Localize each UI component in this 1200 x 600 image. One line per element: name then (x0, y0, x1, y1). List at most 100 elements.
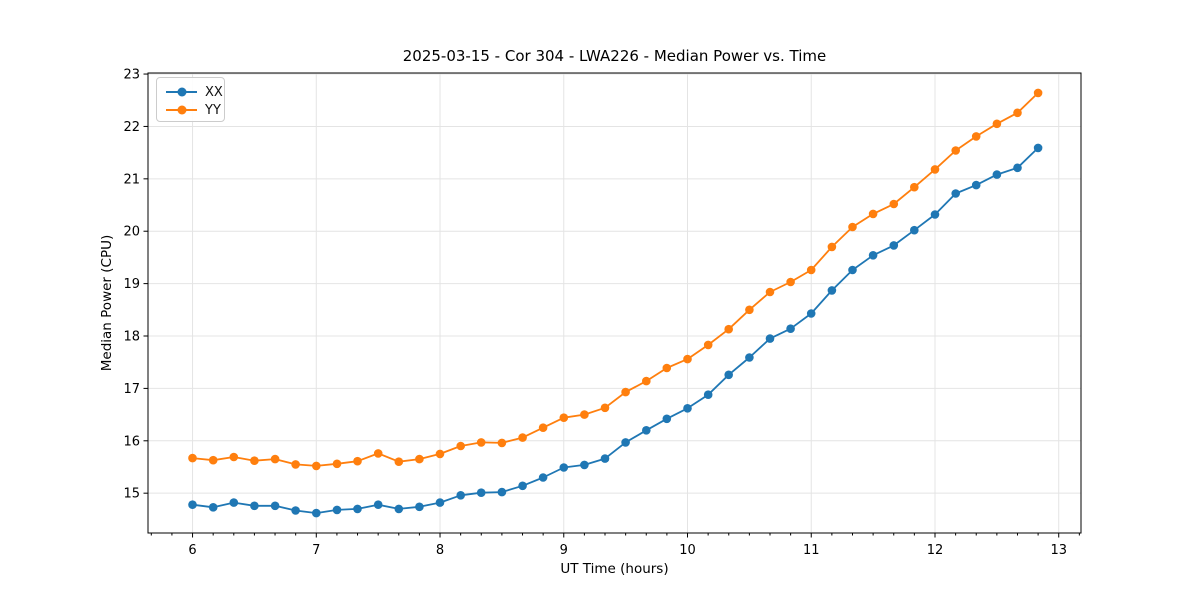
data-point-yy (476, 438, 486, 447)
data-point-xx (910, 225, 919, 235)
data-point-yy (806, 265, 816, 275)
data-point-xx (992, 170, 1002, 179)
data-point-yy (621, 387, 630, 397)
data-point-xx (724, 370, 733, 380)
data-point-xx (456, 491, 466, 500)
data-point-xx (394, 504, 404, 514)
data-point-xx (476, 488, 486, 498)
data-point-yy (229, 452, 239, 462)
data-point-yy (559, 413, 569, 423)
data-point-yy (435, 449, 445, 459)
y-tick-label: 15 (123, 487, 140, 502)
data-point-xx (889, 241, 899, 250)
data-point-yy (683, 354, 692, 364)
data-point-yy (724, 324, 733, 334)
data-point-xx (518, 481, 527, 491)
data-point-xx (848, 265, 857, 275)
y-tick-label: 19 (123, 277, 140, 292)
x-tick-label: 10 (679, 543, 696, 558)
data-point-yy (703, 340, 713, 350)
data-point-xx (703, 390, 713, 400)
data-point-xx (662, 414, 672, 424)
data-point-yy (1013, 108, 1022, 118)
data-point-xx (188, 500, 197, 510)
data-point-xx (827, 286, 837, 295)
data-point-yy (332, 459, 342, 469)
x-axis-label: UT Time (hours) (560, 561, 669, 577)
axis-ticks (143, 73, 1080, 538)
series-line-xx (191, 146, 1039, 514)
data-point-xx (1013, 163, 1022, 173)
data-point-xx (765, 334, 775, 343)
y-tick-label: 21 (123, 172, 140, 187)
data-point-xx (683, 404, 692, 413)
data-point-xx (951, 189, 960, 198)
data-point-xx (415, 502, 424, 512)
gridlines (148, 73, 1081, 533)
data-point-xx (642, 426, 651, 435)
data-point-xx (621, 438, 630, 447)
data-point-xx (435, 498, 445, 507)
xx-marker-icon (177, 87, 186, 97)
x-tick-label: 6 (188, 543, 196, 558)
y-tick-label: 18 (123, 330, 140, 345)
data-point-yy (992, 119, 1002, 129)
data-point-yy (848, 222, 857, 232)
y-tick-label: 20 (123, 225, 140, 240)
x-tick-label: 11 (803, 543, 820, 558)
data-point-yy (208, 455, 218, 465)
data-point-yy (971, 132, 981, 141)
data-point-xx (229, 498, 239, 507)
data-point-xx (497, 487, 507, 497)
legend: XX YY (156, 77, 225, 122)
data-point-xx (868, 251, 878, 260)
data-point-xx (250, 501, 259, 511)
series-line-yy (191, 92, 1039, 467)
series-yy (188, 88, 1043, 471)
data-point-yy (250, 456, 259, 466)
data-point-xx (786, 324, 795, 334)
data-point-xx (312, 508, 321, 518)
data-point-xx (291, 506, 300, 515)
plot-border (147, 72, 1082, 534)
data-point-xx (971, 180, 981, 190)
data-point-yy (270, 454, 280, 464)
yy-marker-icon (177, 105, 186, 115)
data-point-xx (270, 501, 280, 511)
data-point-yy (353, 456, 362, 466)
data-point-yy (910, 182, 919, 192)
y-tick-label: 17 (123, 382, 140, 397)
data-point-yy (868, 209, 878, 219)
chart-title: 2025-03-15 - Cor 304 - LWA226 - Median P… (402, 47, 827, 65)
data-point-yy (188, 453, 197, 463)
data-point-yy (600, 403, 610, 413)
data-point-xx (580, 460, 589, 470)
data-point-yy (518, 433, 527, 442)
data-point-yy (538, 423, 548, 433)
x-tick-label: 7 (312, 543, 320, 558)
data-point-yy (580, 410, 589, 419)
data-point-yy (312, 461, 321, 471)
x-tick-label: 9 (560, 543, 568, 558)
x-tick-label: 13 (1050, 543, 1067, 558)
data-point-yy (497, 438, 507, 448)
data-point-xx (373, 500, 383, 510)
data-point-yy (765, 287, 775, 297)
data-point-xx (353, 504, 362, 514)
data-point-yy (745, 305, 754, 315)
data-point-xx (1033, 143, 1043, 153)
y-axis-label: Median Power (CPU) (99, 234, 115, 372)
legend-label-xx: XX (205, 84, 223, 100)
data-point-yy (1033, 88, 1043, 98)
data-point-yy (642, 376, 651, 386)
data-point-yy (394, 457, 404, 467)
data-point-xx (559, 463, 569, 472)
y-tick-label: 23 (123, 68, 140, 83)
data-point-yy (662, 363, 672, 373)
y-tick-label: 22 (123, 120, 140, 135)
legend-entry-yy: YY (166, 101, 224, 119)
x-tick-label: 12 (927, 543, 944, 558)
xx-series-swatch (166, 87, 197, 97)
